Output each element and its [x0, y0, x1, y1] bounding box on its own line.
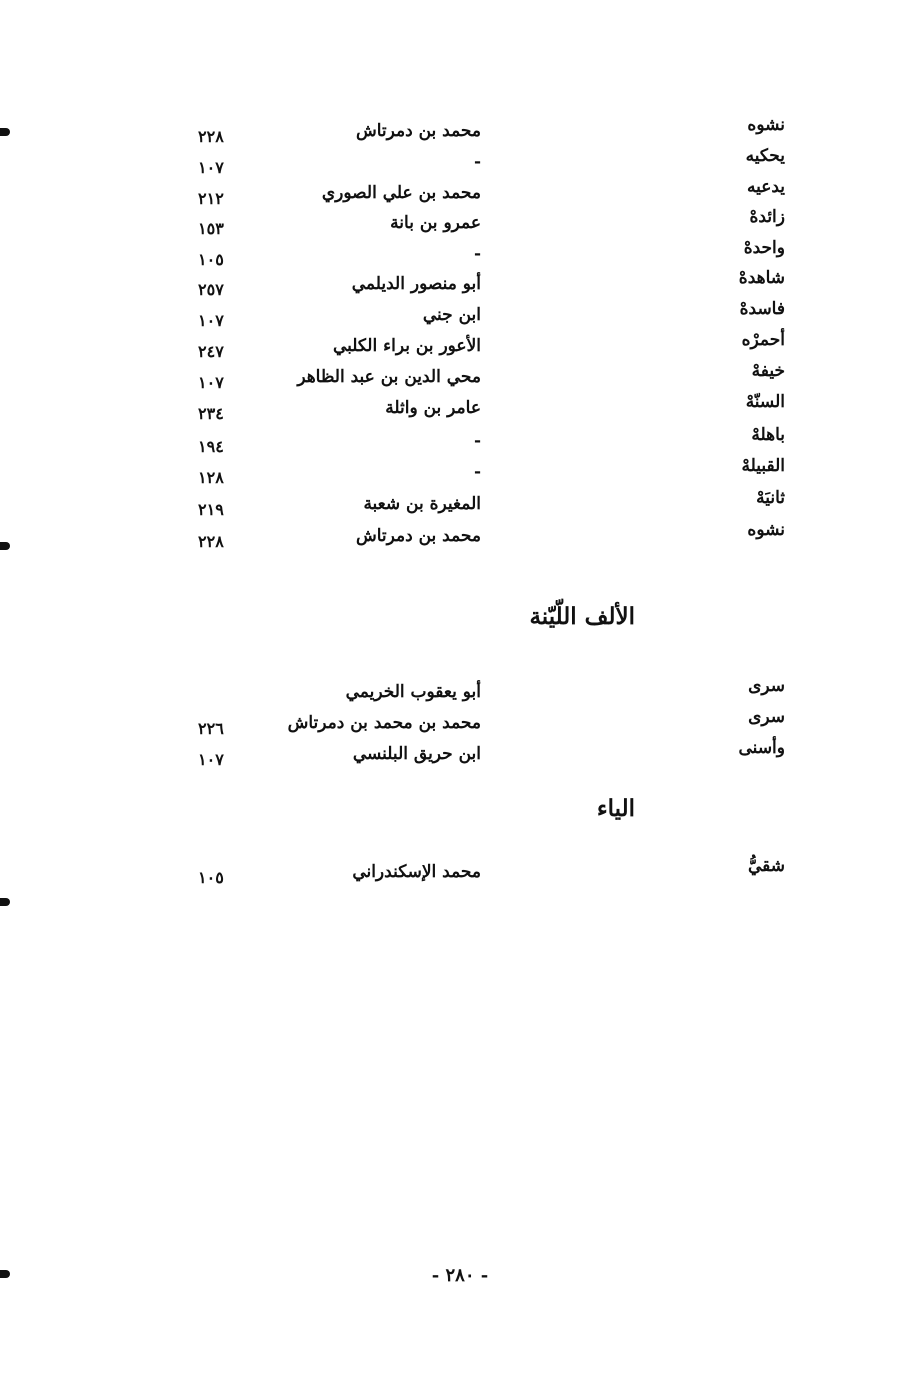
poet-name: ابن جني — [422, 305, 481, 325]
page-ref: ١٩٤ — [198, 437, 224, 456]
poet-name: محي الدين بن عبد الظاهر — [297, 367, 481, 387]
rhyme-word: فاسدهْ — [739, 299, 785, 319]
rhyme-word: خيفهْ — [751, 361, 785, 381]
poet-name: عمرو بن بانة — [390, 213, 481, 233]
rhyme-word: يدعيه — [746, 177, 785, 197]
rhyme-word: باهلهْ — [751, 425, 785, 445]
poet-name: - — [473, 462, 481, 482]
index-row: وأسنى ابن حريق البلنسي ١٠٧ — [0, 738, 921, 769]
poet-name: المغيرة بن شعبة — [363, 494, 481, 514]
page-ref: ١٠٧ — [198, 311, 224, 330]
page-ref: ٢٢٦ — [198, 719, 224, 738]
poet-name: محمد الإسكندراني — [352, 862, 481, 882]
rhyme-word: يحكيه — [745, 146, 785, 166]
page-ref: ٢٢٨ — [198, 532, 224, 551]
rhyme-word: شقيُّ — [747, 856, 785, 876]
index-row: يدعيه محمد بن علي الصوري ٢١٢ — [0, 177, 921, 208]
scan-mark — [0, 1270, 10, 1278]
poet-name: محمد بن دمرتاش — [355, 121, 481, 141]
index-row: نشوه محمد بن دمرتاش ٢٢٨ — [0, 115, 921, 146]
poet-name: - — [473, 431, 481, 451]
index-row: فاسدهْ ابن جني ١٠٧ — [0, 299, 921, 330]
rhyme-word: ثانيَهْ — [756, 488, 785, 508]
page-ref: ١٥٣ — [198, 219, 224, 238]
section-heading-alif-layyina: الألف اللّيّنة — [529, 603, 635, 630]
index-row: شاهدهْ أبو منصور الديلمي ٢٥٧ — [0, 268, 921, 299]
poet-name: محمد بن علي الصوري — [321, 183, 481, 203]
rhyme-word: السنّهْ — [745, 392, 785, 412]
index-row: واحدهْ - ١٠٥ — [0, 238, 921, 269]
rhyme-word: نشوه — [747, 115, 785, 135]
poet-name: عامر بن واثلة — [385, 398, 481, 418]
rhyme-word: القبيلهْ — [741, 456, 785, 476]
index-row: يحكيه - ١٠٧ — [0, 146, 921, 177]
index-row: نشوه محمد بن دمرتاش ٢٢٨ — [0, 520, 921, 551]
rhyme-word: نشوه — [747, 520, 785, 540]
index-row: خيفهْ محي الدين بن عبد الظاهر ١٠٧ — [0, 361, 921, 392]
poet-name: محمد بن دمرتاش — [355, 526, 481, 546]
page-ref: ٢١٩ — [198, 500, 224, 519]
rhyme-word: واحدهْ — [743, 238, 785, 258]
index-row: القبيلهْ - ١٢٨ — [0, 456, 921, 487]
poet-name: - — [473, 244, 481, 264]
index-row: زائدهْ عمرو بن بانة ١٥٣ — [0, 207, 921, 238]
scan-mark — [0, 898, 10, 906]
poet-name: - — [473, 152, 481, 172]
page-ref: ١٠٥ — [198, 250, 224, 269]
index-row: السنّهْ عامر بن واثلة ٢٣٤ — [0, 392, 921, 423]
page-ref: ١٠٧ — [198, 750, 224, 769]
poet-name: ابن حريق البلنسي — [352, 744, 481, 764]
index-row: أحمرْه الأعور بن براء الكلبي ٢٤٧ — [0, 330, 921, 361]
index-row: باهلهْ - ١٩٤ — [0, 425, 921, 456]
page-number: - ٢٨٠ - — [431, 1265, 489, 1286]
section-heading-ya: الياء — [596, 795, 635, 822]
page-ref: ١٢٨ — [198, 468, 224, 487]
scan-mark — [0, 542, 10, 550]
scan-mark — [0, 128, 10, 136]
rhyme-word: أحمرْه — [741, 330, 785, 350]
rhyme-word: زائدهْ — [749, 207, 786, 227]
poet-name: أبو منصور الديلمي — [351, 274, 481, 294]
page-ref: ٢٣٤ — [198, 404, 224, 423]
page-ref: ٢١٢ — [198, 189, 224, 208]
page-ref: ٢٤٧ — [198, 342, 224, 361]
poet-name: محمد بن محمد بن دمرتاش — [287, 713, 481, 733]
rhyme-word: وأسنى — [738, 738, 785, 758]
index-row: شقيُّ محمد الإسكندراني ١٠٥ — [0, 856, 921, 887]
page-ref: ١٠٧ — [198, 373, 224, 392]
rhyme-word: شاهدهْ — [738, 268, 785, 288]
index-row: سرى أبو يعقوب الخريمي — [0, 676, 921, 706]
page-ref: ١٠٧ — [198, 158, 224, 177]
rhyme-word: سرى — [748, 707, 785, 727]
rhyme-word: سرى — [748, 676, 785, 696]
index-row: سرى محمد بن محمد بن دمرتاش ٢٢٦ — [0, 707, 921, 738]
index-row: ثانيَهْ المغيرة بن شعبة ٢١٩ — [0, 488, 921, 519]
poet-name: الأعور بن براء الكلبي — [332, 336, 481, 356]
page-ref: ٢٥٧ — [198, 280, 224, 299]
page-ref: ١٠٥ — [198, 868, 224, 887]
page-ref: ٢٢٨ — [198, 127, 224, 146]
poet-name: أبو يعقوب الخريمي — [345, 682, 481, 702]
